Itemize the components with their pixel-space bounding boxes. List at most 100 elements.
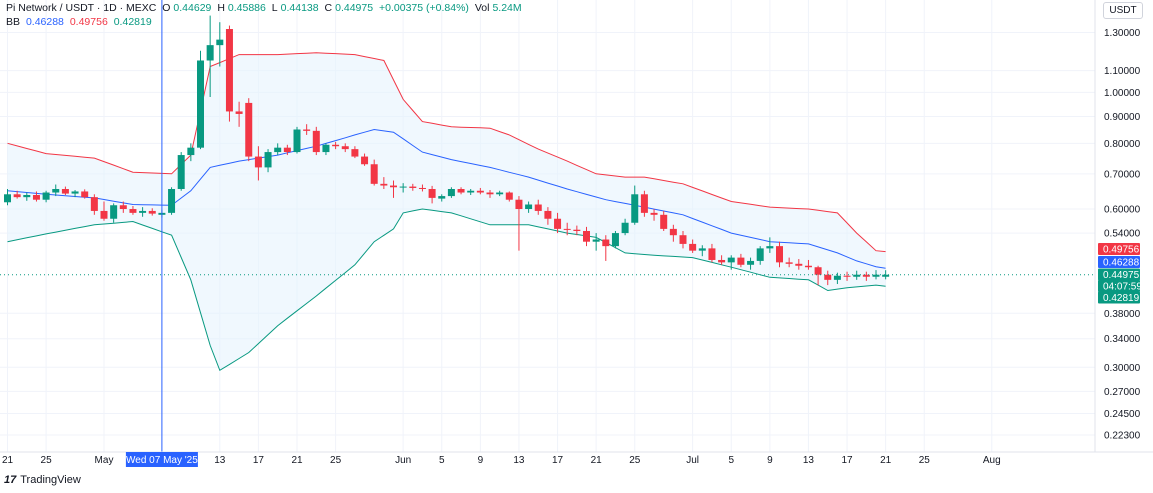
time-tick-label: 21 (880, 455, 892, 466)
candle (148, 208, 156, 216)
candle (544, 207, 552, 225)
candle (225, 25, 233, 122)
candle (71, 190, 79, 198)
time-tick-label: 25 (330, 455, 342, 466)
candle (467, 189, 475, 196)
candle-body (274, 147, 282, 153)
price-tick-label: 0.30000 (1104, 363, 1141, 374)
candle-body (650, 212, 658, 215)
candle (264, 149, 272, 173)
candle (583, 226, 590, 247)
candle (486, 190, 494, 198)
crosshair-date-badge: Wed 07 May '25 (125, 452, 198, 467)
candle (177, 152, 185, 191)
candle (332, 141, 340, 150)
candle-body (32, 195, 40, 200)
candle-body (380, 183, 388, 186)
time-axis[interactable]: 21 25 May 13 17 21 25 Jun 5 9 13 17 21 25 Jul 5 9 13 17 21 2… (2, 452, 1001, 467)
candle-body (525, 204, 533, 210)
candle (496, 190, 504, 197)
candle-body (833, 275, 841, 280)
time-tick-label: 5 (439, 455, 445, 466)
candle-body (563, 228, 571, 230)
price-badge-label: 0.49756 (1103, 245, 1140, 256)
candle-body (71, 191, 79, 194)
candle (525, 201, 533, 213)
candle-body (669, 228, 677, 236)
price-tick-label: 0.38000 (1104, 309, 1141, 320)
candle (380, 177, 388, 190)
candle-body (447, 189, 455, 197)
bb-name[interactable]: BB (6, 16, 21, 28)
candle (669, 224, 677, 242)
candle (61, 186, 69, 196)
candle (361, 153, 369, 166)
candle-body (139, 210, 147, 213)
time-tick-label: 13 (513, 455, 525, 466)
candle-body (872, 274, 880, 277)
candle (505, 191, 513, 202)
candle (447, 187, 455, 198)
candle-body (100, 210, 108, 219)
candle-body (312, 130, 320, 153)
time-tick-label: 25 (41, 455, 53, 466)
price-tick-label: 0.90000 (1104, 112, 1141, 123)
symbol-title[interactable]: Pi Network / USDT · 1D · MEXC (6, 2, 157, 14)
crosshair-date-label: Wed 07 May '25 (126, 455, 198, 466)
candle-body (457, 189, 465, 193)
bb-lower-value: 0.42819 (113, 16, 152, 28)
candle-body (428, 189, 436, 198)
candle (303, 124, 311, 135)
candle-body (583, 230, 590, 242)
candle (206, 15, 214, 98)
candle-body (129, 209, 137, 213)
tradingview-logo-icon: 17 (4, 474, 17, 486)
candle (737, 253, 745, 268)
candle-body (505, 192, 513, 200)
candle-body (351, 149, 359, 157)
time-tick-label: 9 (478, 455, 484, 466)
candle-body (225, 29, 233, 112)
candle (13, 190, 21, 199)
candle-body (534, 204, 542, 211)
candle (689, 239, 697, 253)
time-tick-label: Aug (983, 455, 1001, 466)
price-tick-label: 0.34000 (1104, 334, 1141, 345)
candle-body (322, 144, 330, 153)
candle-body (438, 196, 446, 199)
candle (245, 98, 253, 162)
price-tick-label: 0.54000 (1104, 229, 1141, 240)
tradingview-logo[interactable]: 17 TradingView (4, 474, 81, 486)
candle (42, 190, 50, 203)
candle-body (640, 194, 648, 213)
currency-button[interactable]: USDT (1103, 2, 1143, 19)
candle-body (370, 164, 378, 184)
candle (853, 270, 861, 280)
candle (698, 245, 706, 257)
candle (611, 230, 619, 249)
candle (32, 191, 40, 202)
price-badge: 0.44975 (1098, 268, 1140, 281)
price-tick-label: 0.24500 (1104, 409, 1141, 420)
candle-body (13, 194, 21, 198)
candle-body (679, 235, 687, 244)
price-axis[interactable]: 1.30000 1.10000 1.00000 0.90000 0.80000 0.700… (1104, 28, 1141, 442)
candle-body (631, 194, 639, 223)
candle-body (81, 191, 89, 198)
candle-body (187, 147, 195, 156)
symbol-legend[interactable]: Pi Network / USDT · 1D · MEXC O 0.44629 H… (6, 2, 525, 14)
candle-body (409, 186, 417, 188)
bollinger-basis-line (7, 128, 886, 269)
price-badge-label: 0.46288 (1103, 258, 1140, 269)
candle (727, 255, 735, 270)
candle (90, 194, 98, 215)
time-tick-label: May (95, 455, 114, 466)
candle (814, 265, 822, 286)
candle (554, 212, 562, 234)
candle-body (882, 274, 890, 277)
candle (341, 143, 349, 153)
candle-body (303, 129, 311, 131)
candle-body (843, 275, 851, 277)
bb-legend[interactable]: BB 0.46288 0.49756 0.42819 (6, 16, 155, 28)
